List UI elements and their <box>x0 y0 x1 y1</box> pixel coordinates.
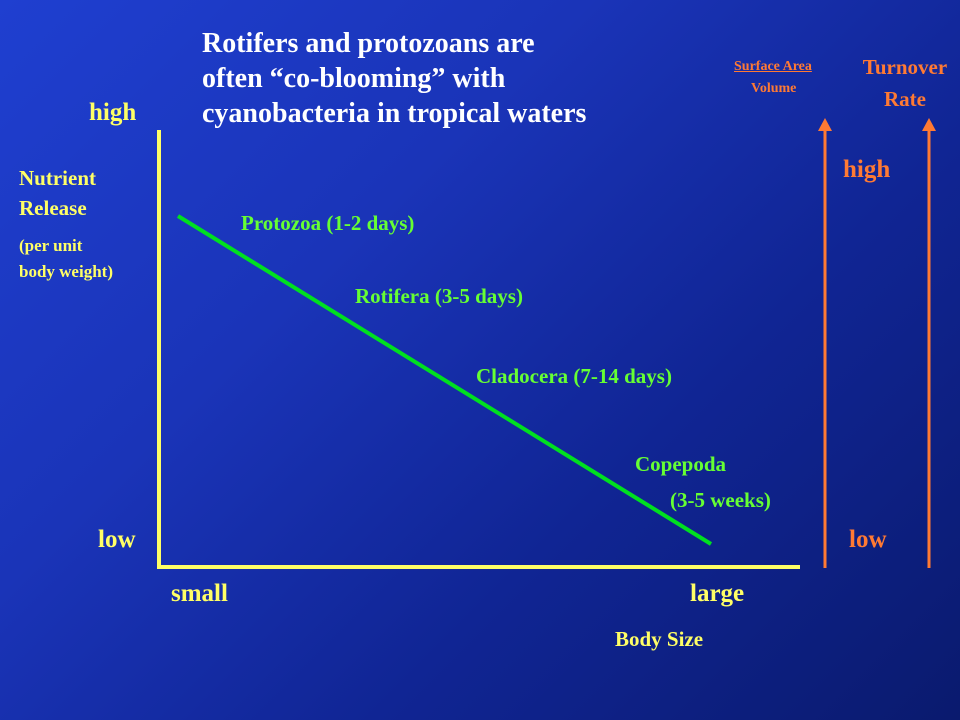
x-small-label: small <box>171 580 228 607</box>
surface-volume-arrowhead <box>818 118 832 131</box>
slide-title: Rotifers and protozoans are often “co-bl… <box>202 26 662 131</box>
cladocera-label: Cladocera (7-14 days) <box>476 364 672 388</box>
per-unit-label: (per unit body weight) <box>19 233 113 285</box>
nutrient-label-line: Nutrient <box>19 166 96 190</box>
right-high-label: high <box>843 156 891 183</box>
x-large-label: large <box>690 580 745 607</box>
trend-line <box>176 214 713 546</box>
per-unit-line: body weight) <box>19 262 113 281</box>
title-line: often “co-blooming” with <box>202 63 506 94</box>
title-line: cyanobacteria in tropical waters <box>202 98 587 129</box>
protozoa-label: Protozoa (1-2 days) <box>241 211 415 235</box>
surface-area-label: Surface Area <box>734 59 812 74</box>
copepoda-duration-label: (3-5 weeks) <box>670 488 771 512</box>
x-axis-title: Body Size <box>615 627 704 651</box>
title-line: Rotifers and protozoans are <box>202 28 535 59</box>
nutrient-release-label: Nutrient Release <box>19 163 96 223</box>
turnover-rate-label: Turnover Rate <box>846 51 960 115</box>
left-low-label: low <box>98 526 136 553</box>
right-low-label: low <box>849 526 887 553</box>
turnover-line: Rate <box>884 87 926 111</box>
per-unit-line: (per unit <box>19 236 83 255</box>
nutrient-label-line: Release <box>19 196 87 220</box>
volume-label: Volume <box>751 81 797 96</box>
rotifera-label: Rotifera (3-5 days) <box>355 284 523 308</box>
turnover-arrowhead <box>922 118 936 131</box>
left-high-label: high <box>89 99 137 126</box>
copepoda-label: Copepoda <box>635 452 727 476</box>
turnover-line: Turnover <box>862 55 948 79</box>
